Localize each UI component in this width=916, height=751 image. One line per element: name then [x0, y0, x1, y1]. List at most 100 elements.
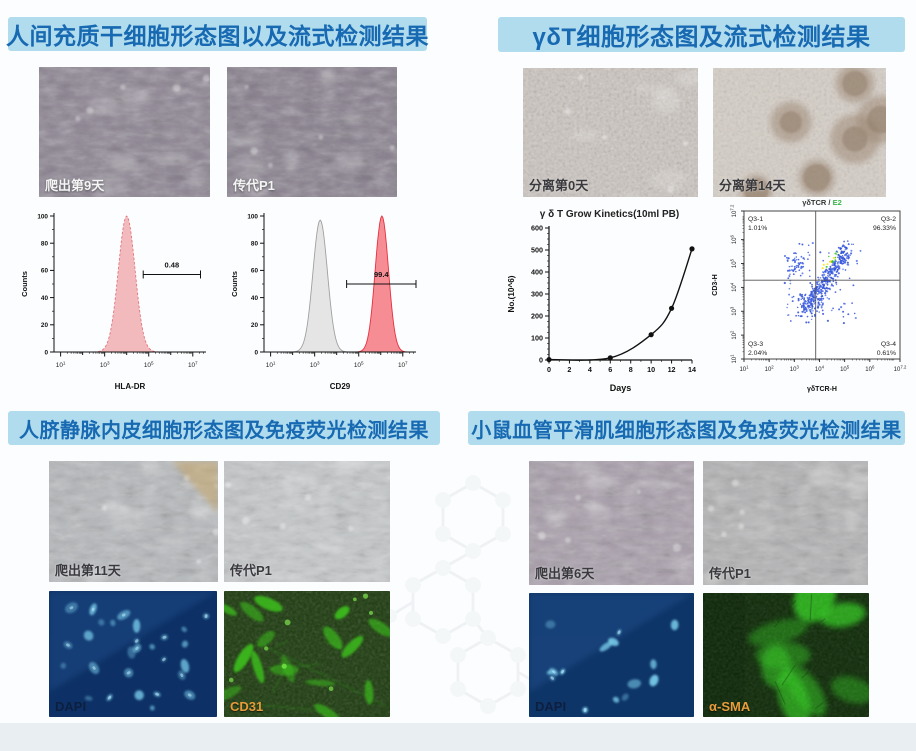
footer-band — [0, 723, 916, 751]
micrograph-msc-day9: 爬出第9天 — [39, 67, 210, 197]
micrograph-huvec-day11: 爬出第11天 — [49, 461, 218, 582]
svg-text:1.01%: 1.01% — [748, 225, 767, 232]
micrograph-label: 爬出第6天 — [535, 566, 595, 581]
svg-text:103: 103 — [310, 360, 320, 369]
micrograph-label: 分离第14天 — [719, 178, 786, 193]
svg-text:2: 2 — [567, 365, 571, 374]
svg-text:80: 80 — [41, 241, 49, 248]
svg-text:105: 105 — [354, 360, 364, 369]
micrograph-gdt-day0: 分离第0天 — [523, 68, 698, 197]
svg-text:101: 101 — [56, 360, 66, 369]
svg-text:10: 10 — [647, 365, 655, 374]
svg-text:99.4: 99.4 — [374, 270, 389, 279]
svg-text:106: 106 — [729, 235, 738, 245]
fluorescence-smc-dapi: DAPI — [529, 593, 694, 717]
svg-text:HLA-DR: HLA-DR — [115, 382, 146, 391]
flow-scatter-gdtcr: γδTCR / E2 101 101 102 102 103 103 104 104 105 105… — [710, 196, 910, 394]
svg-text:106: 106 — [865, 364, 875, 373]
micrograph-huvec-p1: 传代P1 — [224, 461, 390, 582]
svg-text:0: 0 — [254, 349, 258, 356]
fluorescence-label: DAPI — [535, 699, 567, 714]
svg-text:100: 100 — [37, 213, 48, 220]
panel-huvec-title: 人脐静脉内皮细胞形态图及免疫荧光检测结果 — [8, 411, 440, 445]
fluorescence-huvec-cd31: CD31 — [224, 591, 390, 717]
micrograph-smc-p1: 传代P1 — [703, 461, 868, 585]
panel-msc-title: 人间充质干细胞形态图以及流式检测结果 — [6, 17, 429, 51]
svg-text:101: 101 — [729, 354, 738, 364]
svg-text:Counts: Counts — [20, 271, 29, 297]
svg-text:CD29: CD29 — [330, 382, 351, 391]
svg-text:Q3-4: Q3-4 — [881, 341, 896, 348]
growth-kinetics-chart: γ δ T Grow Kinetics(10ml PB) 0 100 200 300 40… — [503, 204, 708, 396]
svg-text:100: 100 — [247, 213, 258, 220]
svg-text:γδTCR / E2: γδTCR / E2 — [802, 198, 842, 207]
fluorescence-label: CD31 — [230, 699, 264, 714]
micrograph-label: 爬出第9天 — [45, 178, 105, 193]
svg-text:Q3-3: Q3-3 — [748, 341, 763, 348]
panel-smc-title: 小鼠血管平滑肌细胞形态图及免疫荧光检测结果 — [468, 411, 905, 445]
svg-text:Q3-1: Q3-1 — [748, 216, 763, 223]
svg-text:300: 300 — [531, 290, 543, 299]
panel-gdt-title: γδT细胞形态图及流式检测结果 — [498, 17, 905, 52]
svg-text:2.04%: 2.04% — [748, 350, 767, 357]
svg-text:14: 14 — [688, 365, 696, 374]
svg-text:γδTCR-H: γδTCR-H — [807, 386, 837, 393]
micrograph-label: 传代P1 — [233, 178, 275, 193]
svg-text:20: 20 — [251, 322, 259, 329]
micrograph-smc-day6: 爬出第6天 — [529, 461, 694, 585]
svg-text:0: 0 — [547, 365, 551, 374]
svg-text:CD3-H: CD3-H — [712, 274, 719, 295]
svg-text:107.2: 107.2 — [894, 364, 907, 373]
svg-text:107: 107 — [188, 360, 198, 369]
svg-text:500: 500 — [531, 246, 543, 255]
svg-text:101: 101 — [266, 360, 276, 369]
molecule-watermark — [378, 438, 545, 738]
svg-text:102: 102 — [729, 330, 738, 340]
micrograph-label: 分离第0天 — [529, 178, 589, 193]
svg-text:0.48: 0.48 — [165, 260, 180, 269]
svg-text:12: 12 — [668, 365, 676, 374]
micrograph-msc-p1: 传代P1 — [227, 67, 397, 197]
svg-text:101: 101 — [739, 364, 749, 373]
fluorescence-label: DAPI — [55, 699, 87, 714]
svg-text:104: 104 — [815, 364, 825, 373]
svg-text:6: 6 — [608, 365, 612, 374]
svg-text:107: 107 — [398, 360, 408, 369]
svg-text:80: 80 — [251, 241, 259, 248]
svg-text:103: 103 — [790, 364, 800, 373]
micrograph-gdt-day14: 分离第14天 — [713, 68, 886, 197]
svg-text:Days: Days — [610, 383, 632, 393]
micrograph-label: 传代P1 — [709, 566, 751, 581]
svg-text:100: 100 — [531, 334, 543, 343]
flow-histogram-cd29: 0 20 40 60 80 100 101 103 105 107 CD29 Counts 99.4 — [228, 206, 428, 394]
flow-histogram-hla-dr: 0 20 40 60 80 100 101 103 105 107 HLA-DR Counts 0.48 — [18, 206, 218, 394]
svg-text:20: 20 — [41, 322, 49, 329]
svg-text:No.(10^6): No.(10^6) — [507, 275, 516, 312]
svg-text:0.61%: 0.61% — [877, 350, 896, 357]
svg-text:200: 200 — [531, 312, 543, 321]
svg-text:105: 105 — [144, 360, 154, 369]
svg-text:60: 60 — [41, 268, 49, 275]
fluorescence-huvec-dapi: DAPI — [49, 591, 217, 717]
svg-text:40: 40 — [251, 295, 259, 302]
svg-text:Counts: Counts — [230, 271, 239, 297]
svg-text:600: 600 — [531, 224, 543, 233]
svg-text:0: 0 — [44, 349, 48, 356]
svg-text:96.33%: 96.33% — [873, 225, 896, 232]
svg-text:105: 105 — [729, 258, 738, 268]
svg-text:104: 104 — [729, 282, 738, 292]
svg-text:8: 8 — [629, 365, 633, 374]
svg-text:4: 4 — [588, 365, 592, 374]
svg-text:0: 0 — [539, 356, 543, 365]
svg-text:40: 40 — [41, 295, 49, 302]
svg-text:Q3-2: Q3-2 — [881, 216, 896, 223]
svg-text:102: 102 — [765, 364, 775, 373]
fluorescence-smc-asma: α-SMA — [703, 593, 869, 717]
svg-text:60: 60 — [251, 268, 259, 275]
micrograph-label: 传代P1 — [230, 563, 272, 578]
svg-text:107.2: 107.2 — [729, 204, 738, 217]
svg-text:105: 105 — [840, 364, 850, 373]
svg-text:103: 103 — [729, 306, 738, 316]
svg-text:400: 400 — [531, 268, 543, 277]
svg-text:103: 103 — [100, 360, 110, 369]
